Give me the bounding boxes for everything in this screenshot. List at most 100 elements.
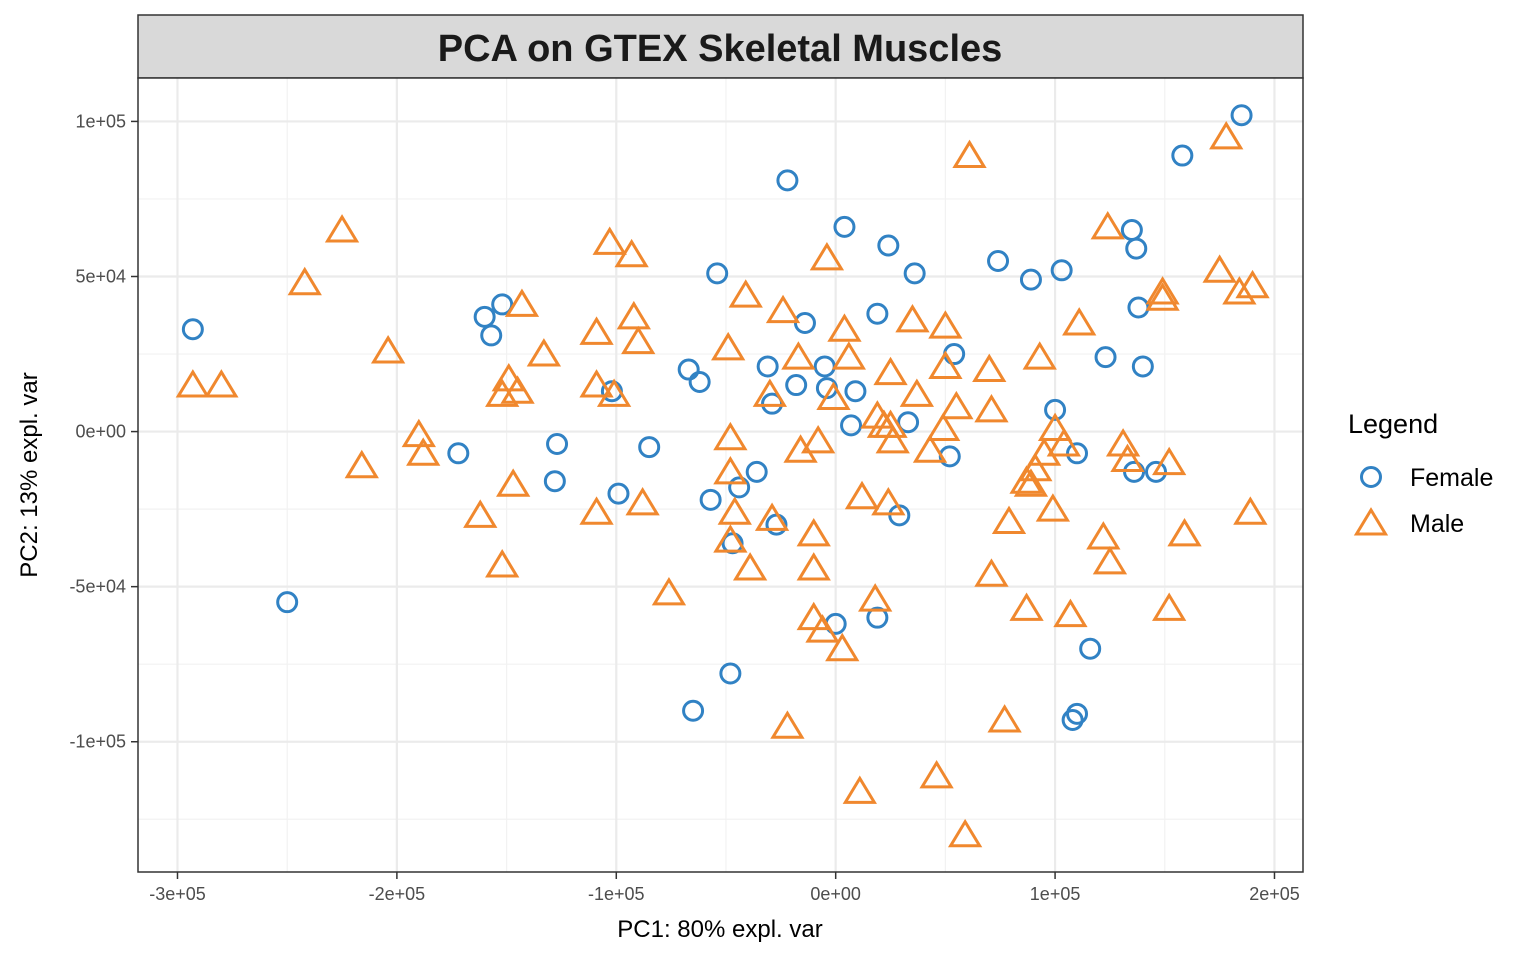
male-point	[991, 505, 1027, 535]
male-point	[939, 390, 974, 420]
female-point	[473, 305, 496, 328]
male-point	[928, 310, 963, 339]
female-point	[866, 302, 889, 325]
male-point	[952, 139, 987, 169]
female-point	[688, 370, 711, 393]
male-point	[579, 369, 614, 398]
male-point	[796, 518, 831, 547]
x-tick-label: 2e+05	[1249, 884, 1300, 904]
male-point	[370, 335, 406, 364]
female-point	[1145, 460, 1168, 483]
male-point	[485, 549, 520, 578]
male-point	[651, 576, 687, 606]
male-point	[621, 325, 656, 355]
female-point	[682, 699, 705, 722]
female-point	[1066, 442, 1089, 465]
y-axis-title: PC2: 13% expl. var	[16, 372, 43, 577]
female-point	[181, 318, 204, 341]
female-point	[1019, 268, 1042, 291]
male-point	[1152, 446, 1187, 476]
male-point	[873, 356, 908, 386]
female-point	[1131, 355, 1154, 378]
female-point	[785, 374, 808, 397]
female-point	[1125, 237, 1148, 260]
male-point	[752, 378, 788, 407]
male-point	[974, 558, 1009, 587]
male-point	[614, 238, 649, 268]
female-point	[1079, 637, 1102, 660]
female-point	[607, 482, 630, 505]
male-point	[1152, 592, 1187, 621]
chart-title: PCA on GTEX Skeletal Muscles	[438, 28, 1003, 70]
male-point	[783, 434, 818, 463]
male-point	[324, 214, 360, 243]
male-point	[175, 369, 211, 398]
male-point	[616, 300, 651, 330]
female-point	[728, 476, 751, 499]
male-point	[1090, 210, 1125, 240]
male-point	[912, 434, 948, 463]
male-point	[504, 288, 540, 317]
male-point	[1035, 493, 1071, 522]
male-point	[713, 455, 748, 485]
male-point	[805, 614, 840, 643]
male-point	[1222, 276, 1257, 305]
male-point	[974, 393, 1009, 423]
male-point	[928, 350, 963, 379]
female-point	[677, 358, 700, 381]
male-point	[579, 496, 614, 525]
female-point	[719, 662, 742, 685]
male-point	[831, 341, 867, 370]
male-point	[713, 421, 748, 451]
male-point	[1053, 598, 1088, 628]
male-point	[1037, 412, 1073, 441]
male-point	[895, 304, 930, 333]
male-point	[728, 279, 763, 308]
female-point	[721, 532, 744, 555]
male-point	[781, 341, 816, 370]
male-point	[1235, 269, 1270, 299]
female-point	[447, 442, 470, 465]
female-point	[1050, 259, 1073, 282]
male-point	[754, 502, 790, 531]
female-point	[840, 414, 863, 437]
legend-key-female	[1360, 466, 1382, 488]
male-point	[732, 552, 768, 581]
female-point	[543, 470, 566, 493]
male-point	[1046, 428, 1082, 457]
plot-panel-border	[137, 77, 1304, 873]
major-grid	[138, 78, 1303, 872]
legend: Legend Female Male	[1348, 409, 1493, 538]
legend-title: Legend	[1348, 409, 1438, 439]
male-point	[796, 552, 831, 581]
male-point	[842, 775, 877, 804]
y-tick-label: -1e+05	[69, 732, 126, 752]
male-point	[287, 266, 322, 296]
male-point	[1018, 452, 1053, 482]
y-tick-label: 0e+00	[75, 422, 126, 442]
male-point	[1233, 496, 1268, 525]
male-point	[919, 759, 954, 789]
female-point	[877, 234, 900, 257]
x-tick-label: 1e+05	[1030, 884, 1081, 904]
male-point	[871, 487, 906, 516]
female-point	[1094, 346, 1117, 369]
male-point	[800, 424, 836, 454]
female-point	[745, 460, 768, 483]
x-axis: -3e+05 -2e+05 -1e+05 0e+00 1e+05 2e+05	[149, 872, 1300, 904]
male-point	[592, 226, 627, 255]
female-point	[1066, 702, 1089, 725]
male-point	[947, 818, 983, 848]
female-point	[1171, 144, 1194, 167]
female-point	[491, 293, 514, 316]
male-point	[496, 468, 531, 497]
male-point	[1145, 276, 1180, 305]
male-point	[926, 412, 961, 441]
male-point	[1092, 545, 1128, 575]
minor-grid	[138, 78, 1303, 872]
male-point	[1013, 468, 1049, 497]
male-point	[1167, 518, 1202, 547]
male-point	[344, 449, 379, 479]
male-point	[816, 381, 851, 410]
